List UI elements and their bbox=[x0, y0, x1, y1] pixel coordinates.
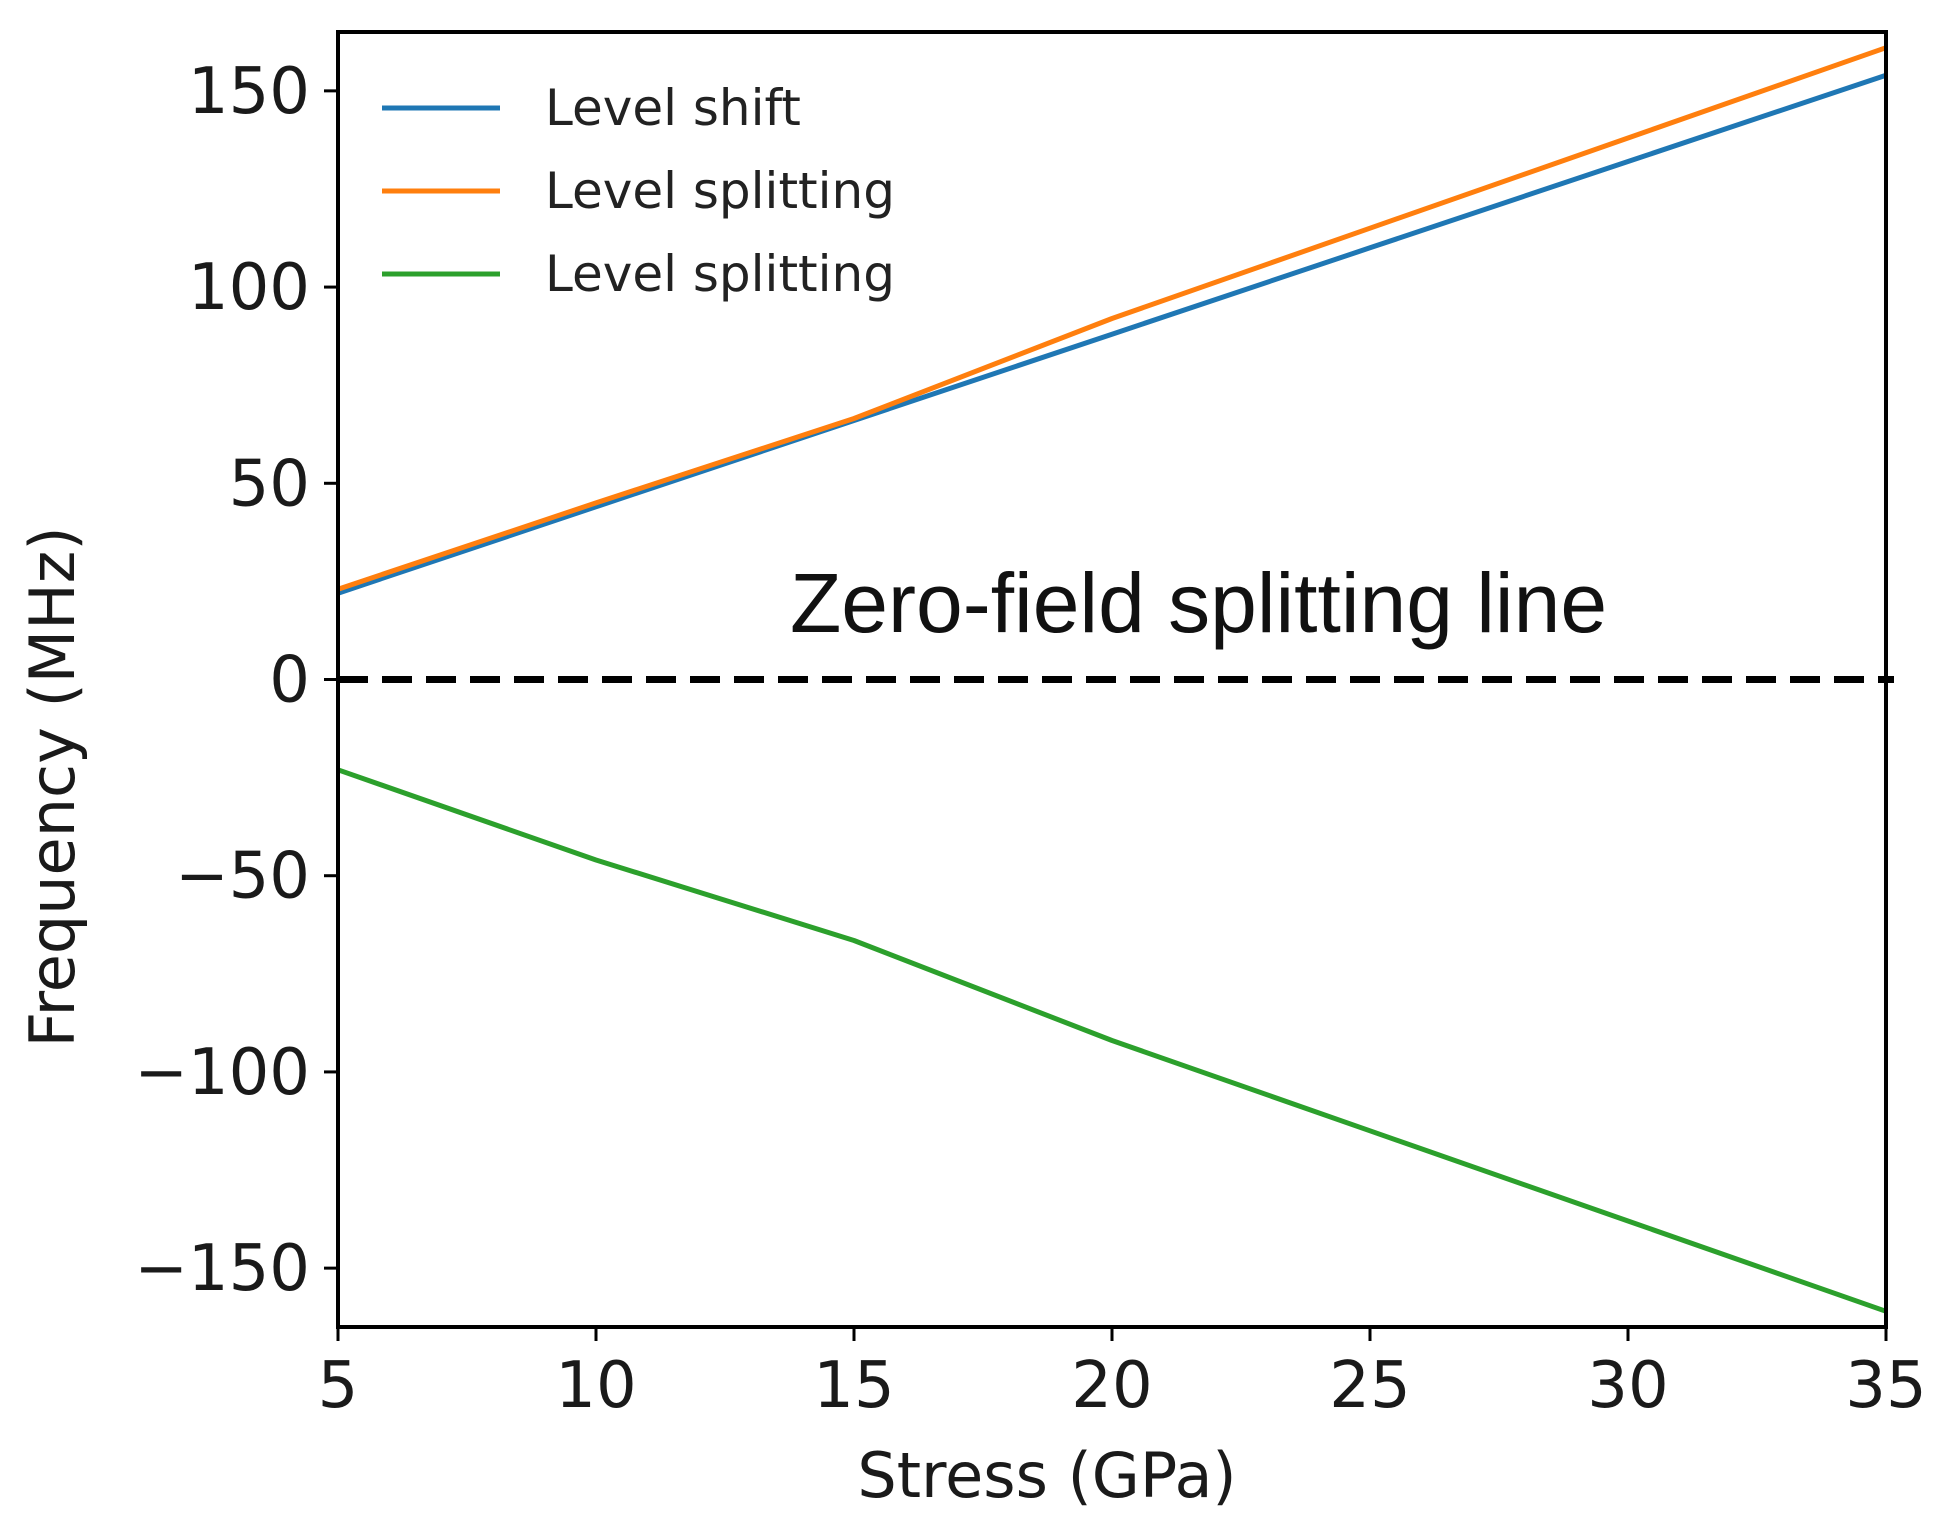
y-tick-label: 50 bbox=[229, 447, 310, 521]
y-tick-label: −50 bbox=[175, 840, 310, 914]
y-tick-label: 150 bbox=[188, 55, 310, 129]
x-axis-label: Stress (GPa) bbox=[857, 1439, 1236, 1512]
x-tick-label: 30 bbox=[1587, 1349, 1668, 1423]
legend-label-0: Level shift bbox=[545, 79, 801, 137]
zero-field-annotation: Zero-field splitting line bbox=[790, 556, 1607, 650]
y-axis-ticks: 150 100 50 0 −50 −100 −150 bbox=[134, 55, 338, 1306]
x-tick-label: 10 bbox=[555, 1349, 636, 1423]
y-tick-label: −100 bbox=[134, 1036, 310, 1110]
series-line-2 bbox=[337, 767, 1887, 1314]
x-tick-label: 20 bbox=[1071, 1349, 1152, 1423]
x-tick-label: 25 bbox=[1329, 1349, 1410, 1423]
series-layer bbox=[337, 45, 1887, 1314]
x-axis-ticks: 5 10 15 20 25 30 35 bbox=[318, 1327, 1927, 1423]
legend-label-1: Level splitting bbox=[545, 162, 895, 220]
x-tick-label: 35 bbox=[1845, 1349, 1926, 1423]
legend-label-2: Level splitting bbox=[545, 245, 895, 303]
legend: Level shift Level splitting Level splittin… bbox=[382, 79, 895, 303]
y-tick-label: 0 bbox=[269, 644, 310, 718]
x-tick-label: 5 bbox=[318, 1349, 359, 1423]
series-line-1 bbox=[337, 45, 1887, 592]
y-tick-label: 100 bbox=[188, 251, 310, 325]
y-tick-label: −150 bbox=[134, 1232, 310, 1306]
series-line-0 bbox=[337, 72, 1887, 596]
y-axis-label: Frequency (MHz) bbox=[16, 526, 89, 1047]
x-tick-label: 15 bbox=[813, 1349, 894, 1423]
